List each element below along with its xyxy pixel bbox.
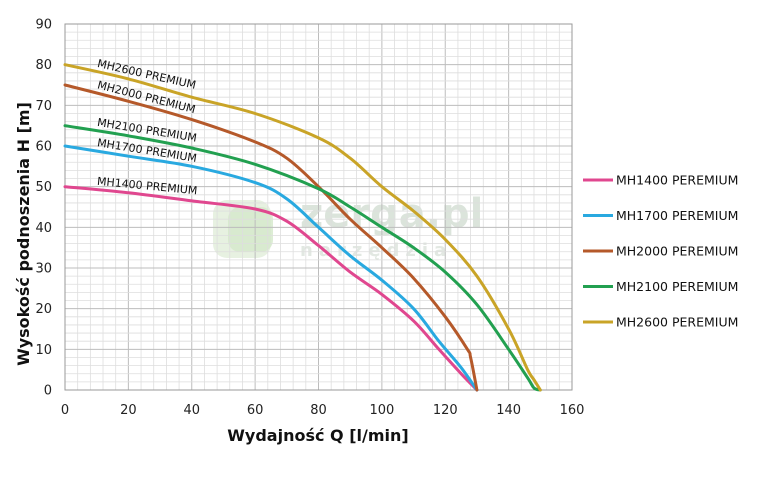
series-line-mh1700-peremium xyxy=(63,144,479,392)
legend-label: MH1700 PEREMIUM xyxy=(616,208,738,223)
y-tick-label: 40 xyxy=(35,221,52,236)
plot-frame xyxy=(64,23,573,391)
y-tick-label: 0 xyxy=(44,384,52,399)
series-line-mh2000-peremium xyxy=(63,83,479,392)
y-axis-title: Wysokość podnoszenia H [m] xyxy=(14,102,33,366)
x-tick-label: 20 xyxy=(120,403,137,418)
watermark-name: zerga.pl xyxy=(300,191,483,237)
y-tick-label: 20 xyxy=(35,302,52,317)
x-tick-label: 120 xyxy=(433,403,458,418)
x-tick-label: 60 xyxy=(247,403,264,418)
y-tick-label: 50 xyxy=(35,180,52,195)
legend: MH1400 PEREMIUM MH1700 PEREMIUM MH2000 PER… xyxy=(583,173,738,330)
x-tick-label: 100 xyxy=(369,403,394,418)
x-tick-label: 40 xyxy=(183,403,200,418)
y-tick-label: 30 xyxy=(35,262,52,277)
legend-label: MH1400 PEREMIUM xyxy=(616,173,738,188)
series-line-mh1400-peremium xyxy=(63,185,479,392)
series-line-mh2100-peremium xyxy=(63,124,542,392)
y-tick-label: 80 xyxy=(35,58,52,73)
legend-label: MH2600 PEREMIUM xyxy=(616,315,738,330)
x-axis-title: Wydajność Q [l/min] xyxy=(227,426,408,445)
y-tick-label: 10 xyxy=(35,343,52,358)
x-tick-label: 0 xyxy=(61,403,69,418)
y-tick-label: 90 xyxy=(35,18,52,33)
y-tick-label: 60 xyxy=(35,140,52,155)
x-tick-label: 80 xyxy=(310,403,327,418)
series-line-mh2600-peremium xyxy=(63,63,542,392)
y-tick-label: 70 xyxy=(35,99,52,114)
axes: 0 20 40 60 80 100 120 140 160 0 10 20 30 40 50 60 70 80 90 xyxy=(35,18,584,419)
grid xyxy=(64,23,573,391)
x-tick-label: 140 xyxy=(496,403,521,418)
legend-label: MH2000 PEREMIUM xyxy=(616,244,738,259)
series-lines xyxy=(63,63,542,392)
legend-label: MH2100 PEREMIUM xyxy=(616,279,738,294)
watermark-logo: zerga.pl narzędzia xyxy=(213,191,483,261)
x-tick-label: 160 xyxy=(560,403,585,418)
